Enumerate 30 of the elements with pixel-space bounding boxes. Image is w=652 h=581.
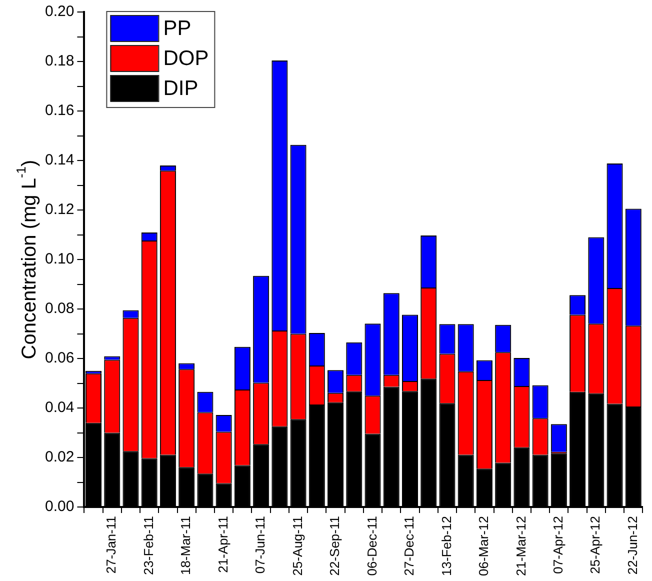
x-tick-label: 07-Jun-11	[252, 516, 268, 574]
y-tick-label: 0.10	[44, 250, 74, 268]
x-tick-label: 25-Apr-12	[588, 516, 603, 574]
y-tick-label: 0.00	[44, 498, 74, 516]
x-tick-label: 13-Feb-12	[438, 516, 454, 576]
y-tick-label: 0.06	[44, 350, 74, 367]
y-tick-label: 0.12	[44, 201, 74, 218]
x-tick-label: 06-Dec-11	[364, 516, 380, 576]
x-tick-label: 22-Sep-11	[327, 516, 342, 576]
y-axis-title: Concentration (mg L-1)	[14, 160, 41, 360]
x-tick-label: 27-Dec-11	[402, 516, 417, 576]
x-tick-label: 06-Mar-12	[476, 516, 492, 576]
y-tick-label: 0.20	[44, 3, 74, 20]
y-tick-label: 0.02	[44, 448, 74, 466]
x-tick-label: 21-Apr-11	[215, 516, 230, 573]
y-tick-label: 0.04	[44, 399, 74, 416]
x-tick-label: 07-Apr-12	[550, 516, 566, 574]
x-tick-label: 23-Feb-11	[140, 516, 156, 576]
x-tick-label: 22-Jun-12	[624, 516, 640, 575]
y-tick-label: 0.08	[44, 300, 74, 318]
x-tick-label: 18-Mar-11	[178, 516, 194, 576]
legend-label: PP	[163, 16, 192, 40]
legend-label: DOP	[163, 46, 209, 70]
x-tick-label: 27-Jan-11	[104, 516, 119, 574]
x-tick-label: 25-Aug-11	[290, 516, 305, 576]
x-tick-label: 21-Mar-12	[513, 516, 528, 576]
y-tick-label: 0.18	[44, 52, 74, 70]
legend-label: DIP	[163, 76, 198, 100]
y-tick-label: 0.14	[44, 152, 74, 169]
y-tick-label: 0.16	[44, 102, 74, 120]
